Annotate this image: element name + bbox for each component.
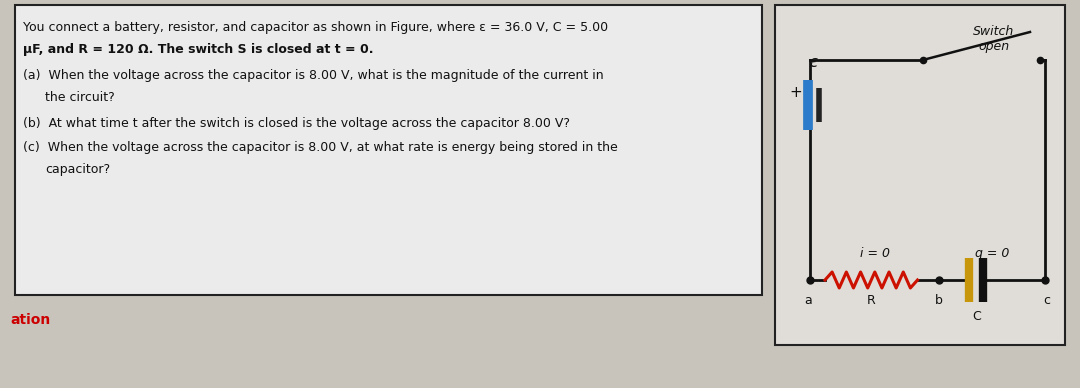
- Text: ε: ε: [810, 55, 819, 70]
- Text: i = 0: i = 0: [860, 247, 890, 260]
- Text: b: b: [935, 294, 943, 307]
- Text: C: C: [972, 310, 981, 323]
- Text: c: c: [1043, 294, 1051, 307]
- Text: ation: ation: [10, 313, 51, 327]
- Text: the circuit?: the circuit?: [45, 91, 114, 104]
- Bar: [15, 5, 762, 295]
- Text: a: a: [805, 294, 812, 307]
- Text: capacitor?: capacitor?: [45, 163, 110, 176]
- Text: +: +: [789, 85, 802, 100]
- Text: Switch
open: Switch open: [973, 25, 1014, 53]
- Bar: [775, 5, 1065, 345]
- Text: (c)  When the voltage across the capacitor is 8.00 V, at what rate is energy bei: (c) When the voltage across the capacito…: [23, 141, 618, 154]
- Text: (b)  At what time t after the switch is closed is the voltage across the capacit: (b) At what time t after the switch is c…: [23, 117, 570, 130]
- Text: q = 0: q = 0: [975, 247, 1010, 260]
- Text: R: R: [867, 294, 876, 307]
- Text: (a)  When the voltage across the capacitor is 8.00 V, what is the magnitude of t: (a) When the voltage across the capacito…: [23, 69, 604, 82]
- Text: μF, and R = 120 Ω. The switch S is closed at t = 0.: μF, and R = 120 Ω. The switch S is close…: [23, 43, 374, 56]
- Text: You connect a battery, resistor, and capacitor as shown in Figure, where ε = 36.: You connect a battery, resistor, and cap…: [23, 21, 608, 34]
